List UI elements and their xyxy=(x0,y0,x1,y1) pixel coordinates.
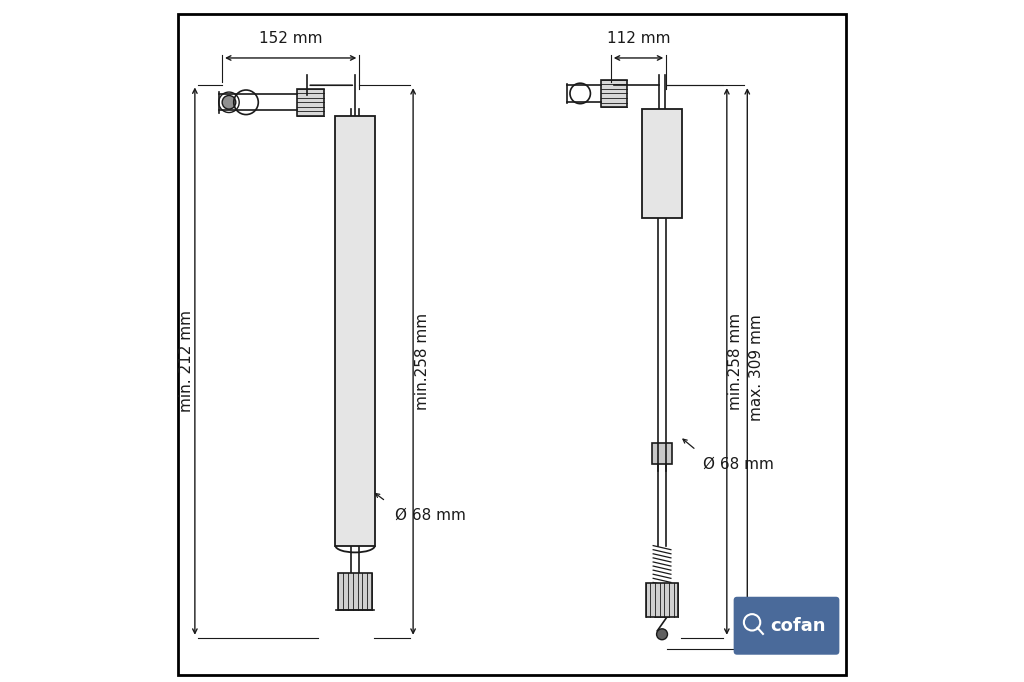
Text: Ø 68 mm: Ø 68 mm xyxy=(702,456,774,471)
Text: 152 mm: 152 mm xyxy=(259,31,323,46)
Circle shape xyxy=(222,95,236,109)
Text: 112 mm: 112 mm xyxy=(607,31,671,46)
Text: max. 309 mm: max. 309 mm xyxy=(750,314,764,421)
Bar xyxy=(646,583,679,617)
Bar xyxy=(642,109,682,218)
Bar xyxy=(601,80,628,107)
FancyBboxPatch shape xyxy=(733,597,840,655)
Bar xyxy=(338,573,372,610)
Bar xyxy=(652,443,672,464)
Text: min. 212 mm: min. 212 mm xyxy=(179,310,195,412)
Bar xyxy=(297,89,325,116)
Bar xyxy=(336,116,375,546)
Text: cofan: cofan xyxy=(770,617,825,635)
Circle shape xyxy=(656,629,668,640)
Text: Ø 68 mm: Ø 68 mm xyxy=(394,507,466,522)
Text: min.258 mm: min.258 mm xyxy=(727,313,742,410)
Text: min.258 mm: min.258 mm xyxy=(415,313,430,410)
